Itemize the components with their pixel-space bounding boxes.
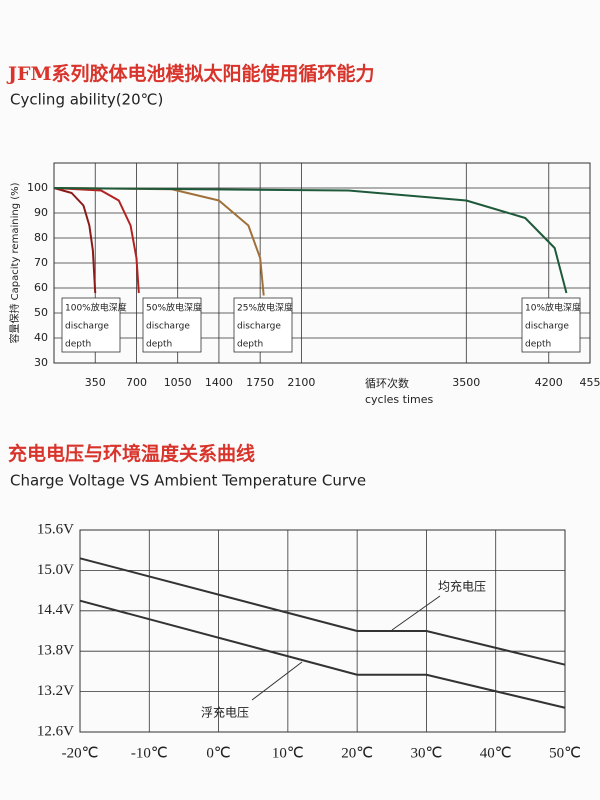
series-line bbox=[53, 187, 97, 294]
y-axis-label: 容量保持 Capacity remaining (%) bbox=[8, 182, 21, 343]
x-tick-label: 700 bbox=[126, 376, 147, 389]
series-label: discharge bbox=[237, 322, 281, 332]
leader-line bbox=[391, 595, 441, 631]
series-label: depth bbox=[237, 340, 263, 350]
series-label: discharge bbox=[146, 322, 190, 332]
series-line bbox=[53, 187, 265, 296]
y-tick-label: 14.4V bbox=[37, 602, 74, 618]
x-tick-label: 0℃ bbox=[206, 745, 230, 761]
y-tick-label: 80 bbox=[34, 231, 48, 244]
series-label: 25%放电深度 bbox=[237, 302, 293, 314]
y-tick-label: 70 bbox=[34, 256, 48, 269]
label-box bbox=[142, 297, 202, 353]
chart-title: 充电电压与环境温度关系曲线 bbox=[8, 442, 255, 465]
chart-subtitle: Charge Voltage VS Ambient Temperature Cu… bbox=[10, 472, 366, 490]
y-tick-label: 15.0V bbox=[37, 562, 74, 578]
y-tick-label: 40 bbox=[34, 331, 48, 344]
x-axis-label: cycles times bbox=[365, 393, 434, 406]
y-tick-label: 30 bbox=[34, 356, 48, 369]
x-tick-label: 455 bbox=[580, 376, 600, 389]
series-label: 均充电压 bbox=[438, 579, 486, 594]
x-tick-label: 10℃ bbox=[272, 745, 304, 761]
series-line bbox=[53, 187, 140, 294]
y-tick-label: 12.6V bbox=[37, 723, 74, 739]
series-label: 50%放电深度 bbox=[146, 302, 202, 314]
leader-line bbox=[251, 661, 303, 701]
x-tick-label: -10℃ bbox=[131, 745, 168, 761]
series-label: discharge bbox=[65, 322, 109, 332]
plot-frame bbox=[79, 529, 566, 733]
series-label: 浮充电压 bbox=[201, 705, 249, 720]
x-tick-label: 4200 bbox=[535, 376, 563, 389]
x-tick-label: 20℃ bbox=[341, 745, 373, 761]
series-label: depth bbox=[65, 340, 91, 350]
x-tick-label: 2100 bbox=[287, 376, 315, 389]
series-label: 10%放电深度 bbox=[525, 302, 581, 314]
x-tick-label: 1400 bbox=[205, 376, 233, 389]
x-tick-label: -20℃ bbox=[62, 745, 99, 761]
series-label: depth bbox=[525, 340, 551, 350]
series-line bbox=[53, 187, 568, 294]
x-tick-label: 350 bbox=[85, 376, 106, 389]
series-label: depth bbox=[146, 340, 172, 350]
y-tick-label: 13.8V bbox=[37, 643, 74, 659]
y-tick-label: 50 bbox=[34, 306, 48, 319]
x-tick-label: 1050 bbox=[164, 376, 192, 389]
x-tick-label: 40℃ bbox=[480, 745, 512, 761]
label-box bbox=[61, 297, 121, 353]
series-label: 100%放电深度 bbox=[65, 302, 127, 314]
y-tick-label: 15.6V bbox=[37, 521, 74, 537]
x-tick-label: 50℃ bbox=[549, 745, 581, 761]
y-tick-label: 90 bbox=[34, 206, 48, 219]
x-tick-label: 3500 bbox=[452, 376, 480, 389]
x-axis-label: 循环次数 bbox=[365, 376, 409, 390]
series-line bbox=[79, 557, 566, 666]
y-tick-label: 13.2V bbox=[37, 683, 74, 699]
label-box bbox=[521, 297, 581, 353]
series-line bbox=[79, 599, 566, 709]
chart-title: JFM系列胶体电池模拟太阳能使用循环能力 bbox=[6, 62, 375, 85]
label-box bbox=[233, 297, 293, 353]
y-tick-label: 60 bbox=[34, 281, 48, 294]
chart-subtitle: Cycling ability(20℃) bbox=[10, 91, 163, 109]
series-label: discharge bbox=[525, 322, 569, 332]
x-tick-label: 1750 bbox=[246, 376, 274, 389]
x-tick-label: 30℃ bbox=[410, 745, 442, 761]
y-tick-label: 100 bbox=[27, 181, 48, 194]
